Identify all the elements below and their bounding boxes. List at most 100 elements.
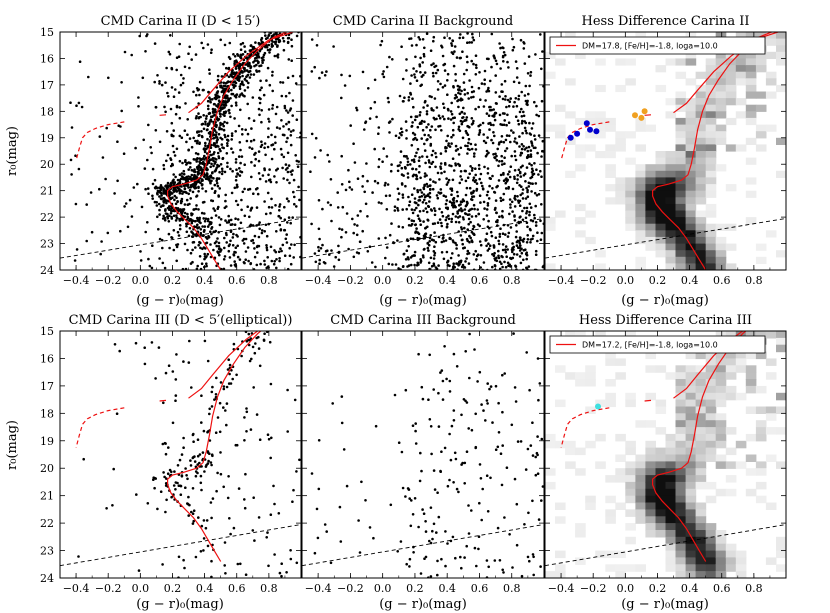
data-point	[143, 362, 147, 366]
hess-cell	[725, 385, 737, 394]
data-point	[416, 238, 420, 241]
data-point	[533, 213, 536, 217]
data-point	[526, 72, 530, 75]
data-point	[366, 179, 369, 183]
completeness-line	[545, 217, 786, 259]
hess-cell	[725, 365, 737, 373]
data-point	[528, 202, 532, 206]
data-point	[414, 55, 417, 59]
hess-cell	[776, 392, 786, 401]
hess-cell	[685, 502, 697, 510]
data-point	[258, 49, 262, 53]
hess-cell	[695, 236, 707, 245]
data-point	[295, 118, 299, 121]
hess-cell	[675, 385, 687, 394]
hess-cell	[595, 124, 606, 132]
data-point	[405, 58, 408, 61]
data-point	[448, 37, 452, 40]
data-point	[488, 128, 491, 131]
data-point	[278, 127, 282, 130]
data-point	[411, 167, 414, 171]
data-point	[266, 48, 270, 52]
data-point	[465, 401, 469, 404]
data-point	[207, 236, 211, 239]
data-point	[533, 191, 537, 195]
data-point	[441, 86, 445, 89]
hess-cell	[695, 197, 707, 205]
data-point	[499, 452, 503, 456]
data-point	[460, 209, 464, 213]
data-point	[428, 418, 432, 421]
data-point	[384, 236, 387, 240]
hess-cell	[605, 392, 616, 401]
data-point	[514, 60, 518, 63]
data-point	[364, 202, 368, 206]
data-point	[222, 62, 225, 66]
data-point	[440, 171, 443, 175]
data-point	[244, 128, 247, 132]
data-point	[221, 86, 224, 89]
data-point	[202, 549, 205, 552]
data-point	[243, 416, 246, 419]
hess-cell	[665, 481, 677, 490]
data-point	[247, 259, 250, 263]
data-point	[516, 178, 519, 181]
data-point	[210, 516, 213, 520]
data-point	[451, 39, 455, 43]
data-point	[202, 519, 206, 522]
data-point	[215, 376, 218, 380]
hess-cell	[635, 164, 646, 172]
data-point	[400, 450, 404, 454]
data-point	[450, 101, 454, 105]
hess-cell	[665, 210, 677, 218]
data-point	[227, 382, 231, 385]
data-point	[192, 90, 195, 94]
data-point	[263, 332, 266, 336]
hess-cell	[745, 111, 757, 119]
data-point	[146, 187, 150, 190]
data-point	[439, 82, 442, 86]
data-point	[231, 169, 234, 173]
data-point	[286, 40, 290, 44]
data-point	[216, 78, 220, 82]
hess-cell	[685, 406, 697, 414]
data-point	[402, 265, 405, 268]
data-point	[247, 332, 251, 336]
data-point	[400, 182, 404, 185]
data-point	[339, 540, 343, 543]
xlabel-p2: (g − r)₀(mag)	[379, 293, 467, 308]
data-point	[432, 62, 435, 65]
hess-cell	[695, 468, 707, 476]
data-point	[524, 197, 528, 200]
data-point	[229, 167, 232, 171]
hess-cell	[585, 372, 596, 380]
data-point	[465, 55, 469, 58]
data-point	[455, 243, 458, 247]
data-point	[429, 541, 433, 545]
data-point	[467, 252, 471, 255]
data-point	[388, 194, 392, 197]
hess-cell	[675, 433, 687, 442]
data-point	[444, 239, 448, 242]
data-point	[340, 183, 344, 186]
hess-cell	[665, 550, 677, 559]
data-point	[405, 562, 409, 566]
data-point	[224, 409, 227, 412]
data-point	[502, 571, 505, 574]
hess-cell	[625, 399, 636, 408]
data-point	[472, 195, 476, 198]
data-point	[541, 265, 544, 269]
data-point	[250, 175, 253, 179]
data-point	[511, 37, 514, 41]
data-point	[198, 161, 202, 164]
data-point	[260, 120, 263, 124]
data-point	[292, 178, 296, 182]
hess-cell	[635, 117, 646, 126]
hess-cell	[665, 58, 677, 66]
data-point	[496, 220, 499, 224]
hess-cell	[695, 536, 707, 545]
data-point	[469, 142, 473, 146]
data-point	[437, 125, 440, 128]
data-point	[419, 56, 422, 60]
data-point	[266, 145, 270, 149]
